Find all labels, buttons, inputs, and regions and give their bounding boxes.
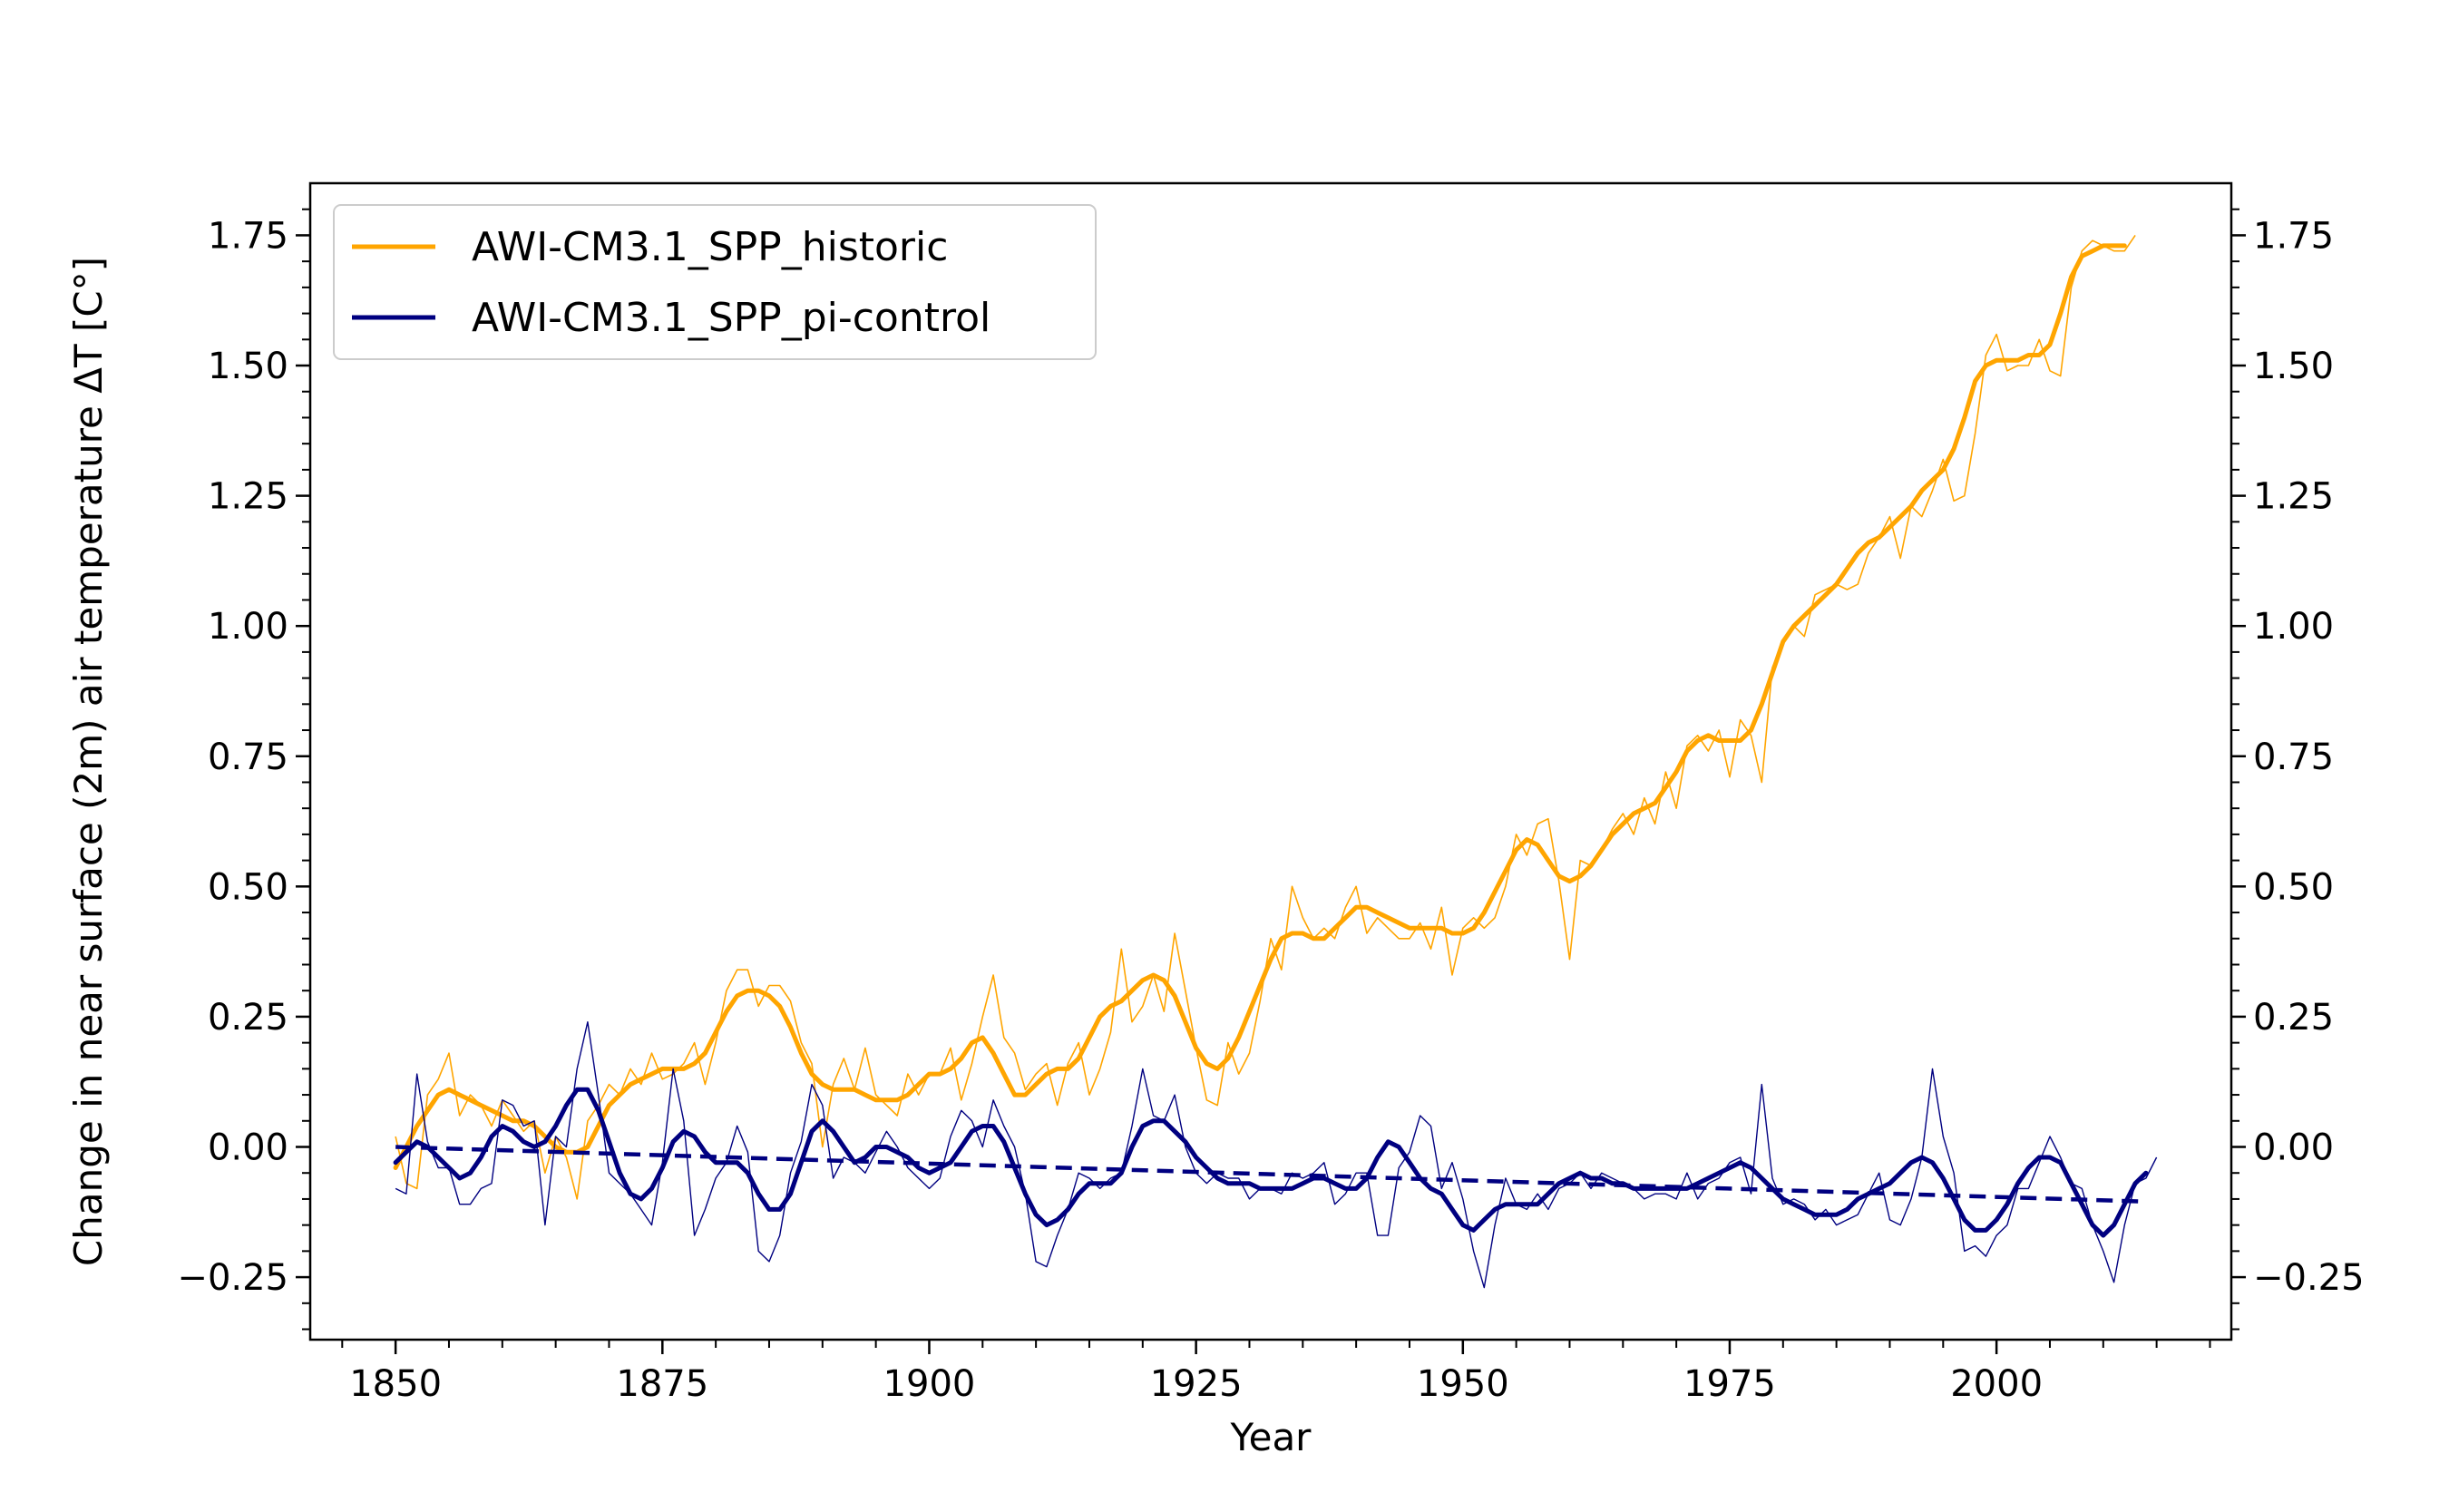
y-right-tick-label: 1.00: [2253, 606, 2334, 648]
y-right-tick-label: 0.50: [2253, 866, 2334, 908]
series-pi-control-trend-line: [395, 1145, 2146, 1205]
series-pi-control-smoothed-line: [393, 1087, 2149, 1238]
x-tick-label: 1900: [883, 1363, 976, 1405]
x-tick-label: 2000: [1950, 1363, 2043, 1405]
y-left-tick-label: 1.25: [208, 476, 288, 518]
x-axis-label: Year: [1230, 1415, 1312, 1459]
x-tick-label: 1975: [1683, 1363, 1776, 1405]
legend-label-pi-control: AWI-CM3.1_SPP_pi-control: [472, 295, 990, 341]
series-pi-control-annual-line: [395, 1021, 2158, 1289]
series-historic-smoothed-line: [393, 243, 2127, 1170]
y-left-tick-label: 0.00: [208, 1127, 288, 1169]
series-layer: [393, 234, 2158, 1289]
y-right-tick-label: 1.25: [2253, 476, 2334, 518]
y-left-tick-label: 1.75: [208, 215, 288, 257]
plot-area-background: [310, 183, 2231, 1340]
y-left-tick-label: 1.50: [208, 346, 288, 387]
legend: AWI-CM3.1_SPP_historic AWI-CM3.1_SPP_pi-…: [333, 204, 1097, 360]
plot-frame: [308, 181, 2233, 1341]
y-right-tick-label: 0.00: [2253, 1127, 2334, 1169]
y-right-tick-label: 0.75: [2253, 736, 2334, 778]
x-tick-label: 1850: [349, 1363, 442, 1405]
x-tick-label: 1875: [616, 1363, 708, 1405]
y-right-tick-label: −0.25: [2253, 1257, 2365, 1299]
axis-layer: 1850 1875 1900 1925 1950 1975 2000 −0.25 0.00 0.2…: [177, 208, 2365, 1405]
legend-label-historic: AWI-CM3.1_SPP_historic: [472, 224, 948, 270]
x-tick-label: 1950: [1417, 1363, 1509, 1405]
y-left-tick-label: 0.50: [208, 866, 288, 908]
y-left-tick-label: 1.00: [208, 606, 288, 648]
y-right-tick-label: 1.75: [2253, 215, 2334, 257]
y-right-tick-label: 0.25: [2253, 997, 2334, 1039]
y-left-tick-label: 0.75: [208, 736, 288, 778]
legend-box: [333, 204, 1097, 360]
y-left-tick-label: 0.25: [208, 997, 288, 1039]
y-left-tick-label: −0.25: [177, 1257, 288, 1299]
y-right-tick-label: 1.50: [2253, 346, 2334, 387]
x-tick-label: 1925: [1150, 1363, 1243, 1405]
y-axis-label: Change in near surface (2m) air temperat…: [66, 257, 111, 1266]
